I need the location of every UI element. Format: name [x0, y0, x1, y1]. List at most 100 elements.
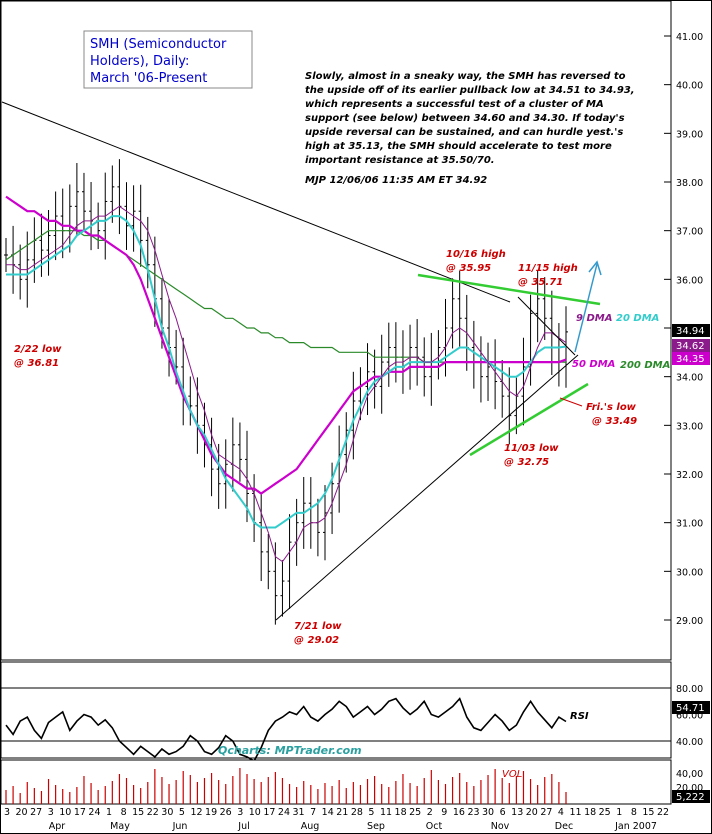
x-day-tick: 15: [642, 807, 654, 818]
price-bar: [138, 184, 143, 267]
price-bar: [365, 343, 370, 416]
x-day-tick: 8: [631, 807, 637, 818]
commentary-line: Slowly, almost in a sneaky way, the SMH …: [305, 71, 626, 82]
x-day-tick: 18: [395, 807, 407, 818]
x-day-tick: 30: [482, 807, 494, 818]
volume-axis: 40,00 20,00: [676, 769, 703, 794]
price-box-last-text: 34.94: [676, 326, 705, 337]
x-day-tick: 6: [500, 807, 506, 818]
price-bar: [131, 185, 136, 252]
commentary-timestamp: MJP 12/06/06 11:35 AM ET 34.92: [305, 175, 487, 186]
x-day-tick: 30: [161, 807, 173, 818]
price-bar: [237, 422, 242, 482]
price-tick-label: 29.00: [676, 616, 703, 627]
price-bar: [542, 277, 547, 340]
x-day-tick: 25: [599, 807, 611, 818]
price-bar: [4, 237, 8, 273]
rsi-tick-label: 80.00: [676, 684, 703, 695]
label-50dma: 50 DMA: [572, 359, 615, 370]
annotation-nov03-value: @ 32.75: [504, 457, 549, 468]
x-month-label: May: [110, 821, 130, 832]
x-day-tick: 1: [106, 807, 112, 818]
annotation-nov15-value: @ 35.71: [518, 277, 563, 288]
rsi-plot-area: [0, 661, 672, 759]
x-day-tick: 2: [427, 807, 433, 818]
volume-label: VOL: [502, 769, 522, 780]
x-day-tick: 25: [409, 807, 421, 818]
breakout-arrow-head: [588, 260, 602, 276]
volume-panel: 40,00 20,00 VOL 5,222: [0, 759, 710, 805]
annotation-feb22-label: 2/22 low: [14, 344, 62, 355]
price-bar: [287, 514, 292, 610]
x-month-label: Apr: [49, 821, 66, 832]
x-day-tick: 24: [88, 807, 100, 818]
x-day-tick: 18: [584, 807, 596, 818]
commentary-block: Slowly, almost in a sneaky way, the SMH …: [305, 71, 635, 186]
commentary-line: the upside off of its earlier pullback l…: [305, 85, 635, 96]
annotation-jul21-value: @ 29.02: [294, 635, 339, 646]
support-channel-line: [469, 382, 589, 457]
price-box-ma2-text: 34.35: [676, 354, 705, 365]
price-box-ma-text: 34.62: [676, 341, 705, 352]
title-line-3: March '06-Present: [90, 71, 207, 86]
rsi-axis: 80.00 60.00 40.00: [676, 684, 703, 748]
price-bar: [124, 182, 129, 250]
annotation-fri-label: Fri.'s low: [586, 402, 637, 413]
x-day-tick: 20: [526, 807, 538, 818]
title-line-1: SMH (Semiconductor: [90, 37, 227, 52]
price-bar: [110, 165, 115, 223]
price-tick-label: 39.00: [676, 129, 703, 140]
commentary-line: high at 35.13, the SMH should accelerate…: [305, 141, 612, 152]
annotation-oct16-label: 10/16 high: [446, 249, 506, 260]
price-bar: [259, 493, 264, 582]
x-day-tick: 17: [74, 807, 86, 818]
x-day-tick: 26: [220, 807, 232, 818]
price-tick-label: 34.00: [676, 373, 703, 384]
price-bar: [521, 337, 526, 426]
price-tick-label: 38.00: [676, 178, 703, 189]
volume-value-text: 5,222: [676, 792, 705, 803]
volume-tick-label: 40,00: [676, 769, 703, 780]
ma9-line: [6, 205, 567, 563]
x-day-tick: 20: [16, 807, 28, 818]
price-bar: [322, 485, 327, 561]
price-bar: [74, 163, 79, 236]
x-month-label: Nov: [491, 821, 510, 832]
price-bar: [450, 278, 455, 349]
x-day-tick: 12: [190, 807, 202, 818]
rsi-tick-label: 40.00: [676, 737, 703, 748]
rsi-label: RSI: [570, 711, 589, 722]
x-day-tick: 24: [278, 807, 290, 818]
ma20-line: [6, 215, 567, 529]
price-tick-label: 33.00: [676, 421, 703, 432]
price-bar: [535, 270, 540, 343]
price-axis: 41.0040.0039.0038.0037.0036.0035.0034.00…: [664, 32, 703, 627]
price-bar: [18, 244, 23, 300]
title-line-2: Holders), Daily:: [90, 54, 189, 69]
x-day-tick: 3: [237, 807, 243, 818]
x-day-tick: 10: [249, 807, 261, 818]
x-month-label: Jun: [172, 821, 188, 832]
annotation-jul21-label: 7/21 low: [294, 621, 342, 632]
price-panel: 41.0040.0039.0038.0037.0036.0035.0034.00…: [0, 0, 710, 661]
price-bar: [39, 213, 44, 277]
resistance-line: [417, 273, 601, 306]
rsi-line: [5, 697, 567, 762]
price-tick-label: 37.00: [676, 227, 703, 238]
x-day-tick: 19: [205, 807, 217, 818]
x-axis: 3 20 27 3 10 17 24 1 8 15 22 30 5 12 19 26 3 10 17 24 31 7 14 2…: [4, 807, 669, 832]
x-day-tick: 3: [48, 807, 54, 818]
title-box: [83, 30, 253, 89]
commentary-line: which represents a successful test of a …: [305, 99, 604, 110]
x-day-tick: 15: [132, 807, 144, 818]
short-downtrend-line: [517, 296, 576, 356]
x-day-tick: 27: [540, 807, 552, 818]
x-day-tick: 4: [558, 807, 564, 818]
price-bar: [145, 216, 150, 289]
price-bar: [457, 270, 462, 347]
price-tick-label: 41.00: [676, 32, 703, 43]
price-bar: [53, 191, 58, 261]
x-month-label: Sep: [367, 821, 385, 832]
fri-low-leader: [559, 397, 583, 407]
price-tick-label: 40.00: [676, 81, 703, 92]
